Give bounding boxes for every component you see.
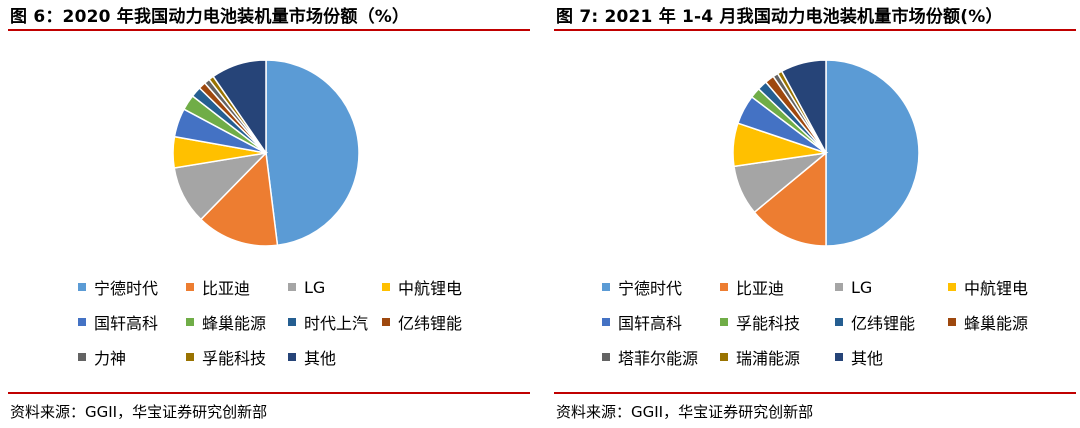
legend-item: 时代上汽 (288, 305, 368, 339)
pie-slice (780, 59, 827, 154)
legend-swatch (720, 318, 728, 326)
legend-swatch (288, 318, 296, 326)
source-note: 资料来源：GGII，华宝证券研究创新部 (556, 403, 814, 421)
chart-legend: 宁德时代 比亚迪 LG 中航锂电国轩高科 蜂巢能源 时代上汽 亿纬锂能力神 孚能科技 其他 (8, 270, 530, 382)
legend-item: 其他 (288, 340, 336, 374)
legend-item: 蜂巢能源 (948, 305, 1028, 339)
legend-label: LG (304, 277, 326, 297)
legend-item: 比亚迪 (720, 270, 784, 304)
title-divider (8, 29, 530, 31)
pie-slice (212, 59, 267, 156)
legend-swatch (186, 318, 194, 326)
legend-swatch (78, 283, 86, 291)
title-divider (554, 29, 1076, 31)
legend-label: 亿纬锂能 (398, 314, 463, 333)
legend-label: 其他 (304, 349, 337, 368)
legend-swatch (835, 353, 843, 361)
legend-label: 孚能科技 (736, 314, 801, 333)
legend-item: 孚能科技 (186, 340, 266, 374)
legend-item: 比亚迪 (186, 270, 250, 304)
legend-swatch (835, 283, 843, 291)
legend-item: 其他 (835, 340, 883, 374)
legend-label: 国轩高科 (618, 314, 683, 333)
legend-label: 宁德时代 (94, 279, 159, 298)
legend-item: 宁德时代 (602, 270, 682, 304)
figure-6-panel: 图 6：2020 年我国动力电池装机量市场份额（%） 宁德时代 比亚迪 LG 中航锂电… (8, 0, 530, 428)
source-divider (8, 392, 530, 394)
legend-label: 比亚迪 (202, 279, 251, 298)
legend-item: 亿纬锂能 (382, 305, 462, 339)
source-note: 资料来源：GGII，华宝证券研究创新部 (10, 403, 268, 421)
legend-label: 中航锂电 (964, 279, 1029, 298)
legend-swatch (78, 318, 86, 326)
legend-swatch (78, 353, 86, 361)
legend-swatch (186, 283, 194, 291)
legend-swatch (602, 353, 610, 361)
figure-7-panel: 图 7: 2021 年 1-4 月我国动力电池装机量市场份额(%） 宁德时代 比亚… (554, 0, 1076, 428)
legend-label: 蜂巢能源 (202, 314, 267, 333)
pie-chart (732, 59, 920, 247)
legend-swatch (602, 318, 610, 326)
legend-item: 国轩高科 (78, 305, 158, 339)
legend-label: LG (851, 277, 873, 297)
legend-label: 宁德时代 (618, 279, 683, 298)
legend-item: 力神 (78, 340, 126, 374)
legend-item: 亿纬锂能 (835, 305, 915, 339)
legend-item: 塔菲尔能源 (602, 340, 698, 374)
figure-title: 图 6：2020 年我国动力电池装机量市场份额（%） (10, 7, 410, 27)
legend-label: 瑞浦能源 (736, 349, 801, 368)
legend-label: 其他 (851, 349, 884, 368)
pie-slice (265, 59, 360, 247)
legend-label: 力神 (94, 349, 127, 368)
pie-slice (199, 151, 279, 247)
legend-item: LG (288, 270, 325, 304)
legend-label: 国轩高科 (94, 314, 159, 333)
legend-item: 中航锂电 (382, 270, 462, 304)
legend-swatch (602, 283, 610, 291)
legend-item: 蜂巢能源 (186, 305, 266, 339)
legend-swatch (720, 283, 728, 291)
legend-swatch (186, 353, 194, 361)
chart-legend: 宁德时代 比亚迪 LG 中航锂电国轩高科 孚能科技 亿纬锂能 蜂巢能源塔菲尔能源 瑞浦能源 其他 (554, 270, 1076, 382)
legend-item: 瑞浦能源 (720, 340, 800, 374)
legend-swatch (288, 283, 296, 291)
figure-title: 图 7: 2021 年 1-4 月我国动力电池装机量市场份额(%） (556, 7, 1003, 27)
legend-label: 中航锂电 (398, 279, 463, 298)
legend-swatch (835, 318, 843, 326)
pie-chart (172, 59, 360, 247)
legend-label: 塔菲尔能源 (618, 349, 699, 368)
legend-label: 蜂巢能源 (964, 314, 1029, 333)
legend-swatch (948, 318, 956, 326)
legend-item: 宁德时代 (78, 270, 158, 304)
legend-item: 国轩高科 (602, 305, 682, 339)
legend-swatch (288, 353, 296, 361)
legend-label: 亿纬锂能 (851, 314, 916, 333)
pie-slice (753, 151, 827, 247)
legend-label: 时代上汽 (304, 314, 369, 333)
legend-swatch (382, 318, 390, 326)
legend-item: 孚能科技 (720, 305, 800, 339)
legend-item: LG (835, 270, 872, 304)
source-divider (554, 392, 1076, 394)
legend-swatch (382, 283, 390, 291)
pie-slice (825, 59, 920, 247)
legend-swatch (720, 353, 728, 361)
legend-item: 中航锂电 (948, 270, 1028, 304)
legend-label: 孚能科技 (202, 349, 267, 368)
legend-swatch (948, 283, 956, 291)
legend-label: 比亚迪 (736, 279, 785, 298)
